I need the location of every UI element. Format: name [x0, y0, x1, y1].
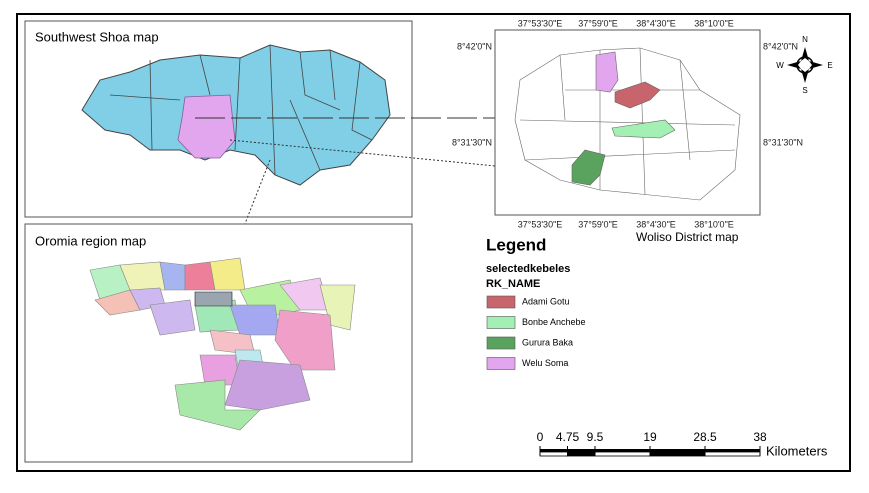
- oromia-title: Oromia region map: [35, 233, 146, 248]
- legend-label: Adami Gotu: [522, 296, 570, 306]
- scale-segment: [567, 451, 596, 457]
- lon-label: 37°59'0"E: [578, 18, 618, 28]
- lon-label: 37°59'0"E: [578, 219, 618, 229]
- coordinate-labels: 37°53'30"E 37°53'30"E 37°59'0"E 37°59'0"E 38…: [452, 18, 803, 229]
- compass-s: S: [802, 86, 807, 95]
- legend-layer: selectedkebeles: [486, 263, 570, 275]
- scale-label: 9.5: [587, 430, 604, 444]
- north-arrow: N S W E: [776, 35, 832, 95]
- legend-items: Adami Gotu Bonbe Anchebe Gurura Baka Welu S…: [486, 295, 586, 370]
- sw-shoa-boundaries: [109, 44, 373, 176]
- legend-field: RK_NAME: [486, 278, 540, 290]
- lat-label: 8°42'0"N: [763, 41, 798, 51]
- lon-label: 38°10'0"E: [694, 219, 734, 229]
- compass-n: N: [802, 35, 808, 44]
- oromia-zones: [89, 257, 356, 431]
- lat-label: 8°31'30"N: [763, 137, 803, 147]
- legend-label: Gurura Baka: [522, 337, 573, 347]
- legend-label: Bonbe Anchebe: [522, 317, 586, 327]
- compass-w: W: [776, 61, 784, 70]
- lon-label: 38°10'0"E: [694, 18, 734, 28]
- woliso-in-shoa: [177, 94, 236, 159]
- scale-segment: [649, 451, 706, 457]
- scale-label: 38: [753, 430, 767, 444]
- scale-segment: [650, 449, 705, 452]
- legend-swatch: [486, 357, 516, 370]
- scale-label: 28.5: [693, 430, 717, 444]
- legend-swatch: [486, 316, 516, 329]
- woliso-kebeles: [514, 47, 741, 201]
- legend-swatch: [486, 295, 516, 309]
- lon-label: 37°53'30"E: [518, 219, 563, 229]
- woliso-title: Woliso District map: [636, 230, 739, 244]
- lon-label: 38°4'30"E: [636, 18, 676, 28]
- scale-segment: [594, 451, 651, 457]
- scale-segment: [540, 449, 568, 452]
- lat-label: 8°31'30"N: [452, 137, 492, 147]
- compass-e: E: [827, 61, 832, 70]
- legend-label: Welu Soma: [522, 358, 568, 368]
- scale-segment: [595, 449, 650, 452]
- scale-segment: [704, 451, 761, 457]
- scale-segment: [567, 449, 595, 452]
- legend-title: Legend: [486, 235, 546, 254]
- connector: [229, 139, 741, 191]
- scale-segment: [705, 449, 760, 452]
- sw-shoa-title: Southwest Shoa map: [35, 29, 159, 44]
- scale-label: 4.75: [556, 430, 580, 444]
- lat-label: 8°42'0"N: [457, 41, 492, 51]
- lon-label: 38°4'30"E: [636, 219, 676, 229]
- scale-label: 0: [537, 430, 544, 444]
- lon-label: 37°53'30"E: [518, 18, 563, 28]
- scale-unit: Kilometers: [766, 443, 828, 458]
- scale-label: 19: [643, 430, 657, 444]
- scale-segment: [539, 451, 568, 457]
- legend-swatch: [486, 336, 516, 350]
